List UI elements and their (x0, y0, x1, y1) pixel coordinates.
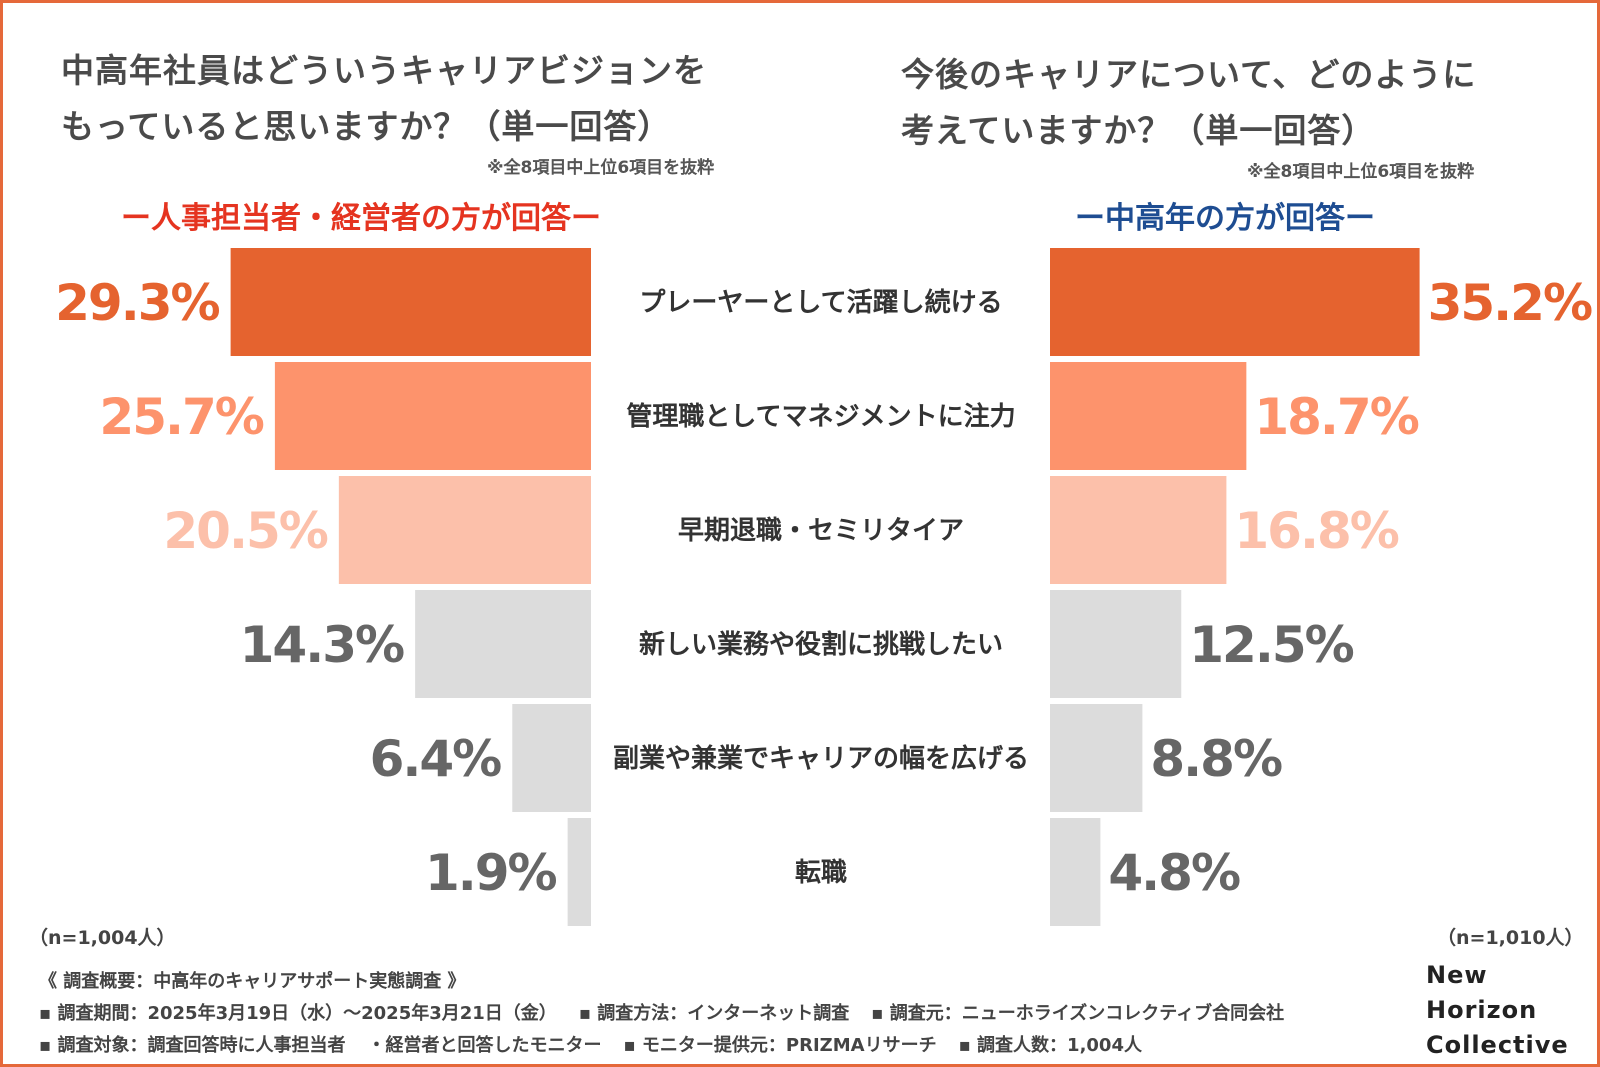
left-title-line: 中高年社員はどういうキャリアビジョンを (61, 51, 707, 90)
survey-line-1: ▪ 調査期間：2025年3月19日（水）～2025年3月21日（金） ▪ 調査方法… (39, 999, 1306, 1025)
category-label: プレーヤーとして活躍し続ける (639, 287, 1002, 318)
survey-period: ▪ 調査期間：2025年3月19日（水）～2025年3月21日（金） (39, 1003, 557, 1024)
right-title-line: 今後のキャリアについて、どのように (901, 55, 1477, 94)
survey-method: ▪ 調査方法：インターネット調査 (578, 1003, 850, 1024)
right-value-label: 16.8% (1234, 502, 1398, 560)
right-value-label: 8.8% (1150, 730, 1282, 788)
right-value-label: 18.7% (1254, 388, 1418, 446)
brand-line: New (1426, 961, 1488, 989)
left-sample-size: （n=1,004人） (29, 927, 176, 949)
survey-count: ▪ 調査人数：1,004人 (958, 1035, 1142, 1056)
right-bar (1050, 476, 1227, 584)
right-bar (1050, 362, 1247, 470)
survey-provider: ▪ モニター提供元：PRIZMAリサーチ (623, 1035, 937, 1056)
survey-heading: 《 調査概要：中高年のキャリアサポート実態調査 》 (39, 971, 466, 992)
left-value-label: 14.3% (240, 616, 404, 674)
left-value-label: 20.5% (163, 502, 327, 560)
right-subhead: ー中高年の方が回答ー (1075, 201, 1375, 236)
category-label: 早期退職・セミリタイア (678, 516, 964, 546)
left-bar (512, 704, 591, 812)
left-value-label: 25.7% (99, 388, 263, 446)
brand-line: Collective (1426, 1031, 1569, 1059)
right-sample-size: （n=1,010人） (1437, 927, 1584, 949)
survey-line-2: ▪ 調査対象：調査回答時に人事担当者 ・経営者と回答したモニター ▪ モニター提供元… (39, 1031, 1164, 1057)
left-bar (230, 248, 592, 356)
right-value-label: 4.8% (1108, 844, 1240, 902)
category-label: 転職 (795, 858, 847, 888)
right-title-line: 考えていますか？（単一回答） (901, 111, 1376, 150)
left-value-label: 29.3% (55, 274, 219, 332)
left-bar (338, 476, 591, 584)
category-label: 管理職としてマネジメントに注力 (626, 401, 1015, 432)
right-bar (1050, 248, 1420, 356)
brand-logo: New Horizon Collective (1426, 958, 1569, 1063)
left-bar (415, 590, 591, 698)
right-bar (1050, 818, 1101, 926)
left-bar (274, 362, 591, 470)
category-label: 副業や兼業でキャリアの幅を広げる (613, 743, 1029, 774)
right-bar (1050, 590, 1182, 698)
right-note: ※全8項目中上位6項目を抜粋 (1247, 162, 1475, 182)
left-note: ※全8項目中上位6項目を抜粋 (487, 158, 715, 178)
left-bar (567, 818, 591, 926)
brand-line: Horizon (1426, 996, 1538, 1024)
left-title: 中高年社員はどういうキャリアビジョンを もっていると思いますか？（単一回答） (61, 43, 707, 155)
category-label: 新しい業務や役割に挑戦したい (639, 629, 1003, 660)
survey-source: ▪ 調査元：ニューホライズンコレクティブ合同会社 (871, 1003, 1285, 1024)
right-value-label: 12.5% (1189, 616, 1353, 674)
right-bar (1050, 704, 1143, 812)
left-title-line: もっていると思いますか？（単一回答） (61, 107, 672, 146)
right-value-label: 35.2% (1428, 274, 1592, 332)
right-title: 今後のキャリアについて、どのように 考えていますか？（単一回答） (901, 47, 1476, 159)
butterfly-bar-chart: 29.3% 35.2% プレーヤーとして活躍し続ける 25.7% 18.7% 管理職として… (55, 248, 1594, 926)
survey-target: ▪ 調査対象：調査回答時に人事担当者 (39, 1035, 346, 1056)
survey-target-cont: ・経営者と回答したモニター (367, 1035, 602, 1056)
left-value-label: 6.4% (370, 730, 502, 788)
left-subhead: ー人事担当者・経営者の方が回答ー (121, 201, 601, 236)
left-value-label: 1.9% (425, 844, 557, 902)
